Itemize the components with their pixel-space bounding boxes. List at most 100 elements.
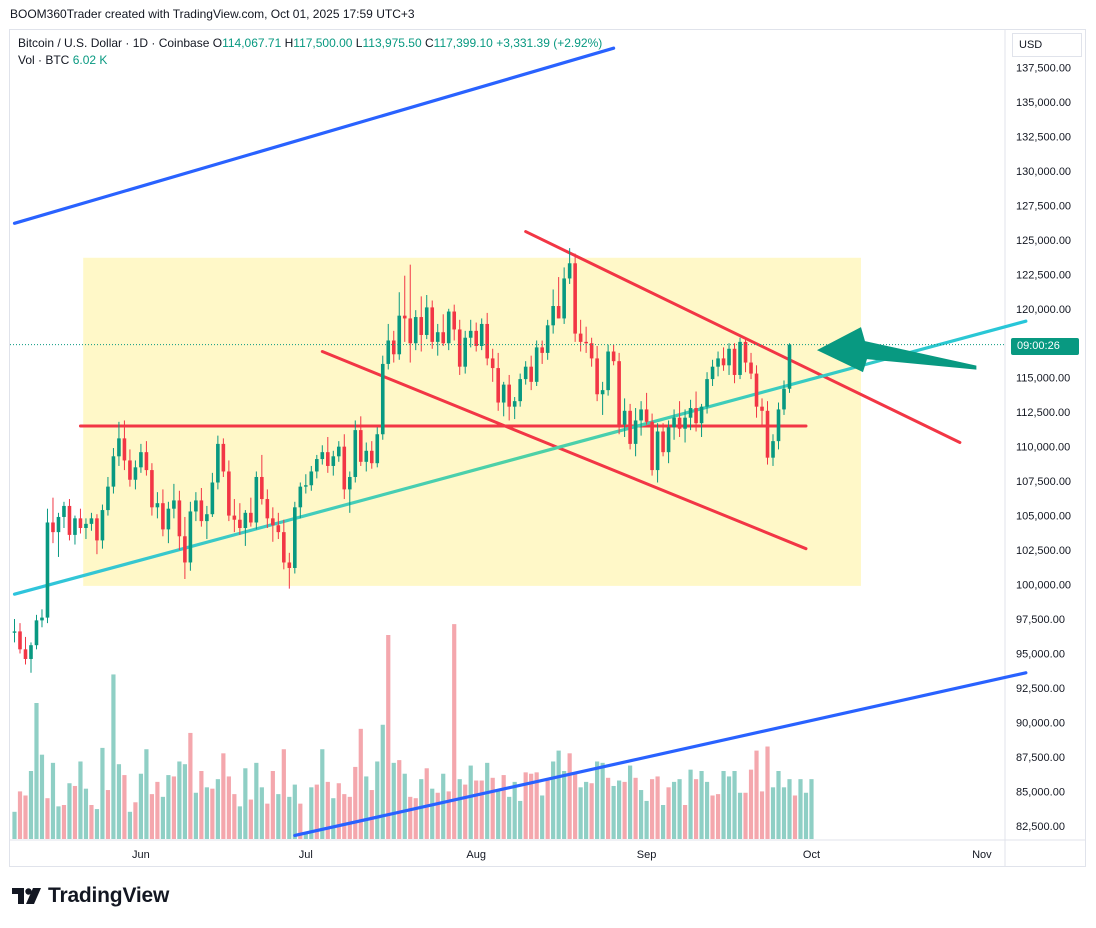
descending-lower	[320, 350, 808, 551]
volume-bar	[595, 761, 600, 839]
volume-bar	[34, 703, 39, 839]
y-tick-label: 90,000.00	[1016, 717, 1065, 729]
volume-bar	[419, 779, 424, 839]
candle	[457, 319, 462, 375]
candle	[144, 441, 149, 476]
candle-body	[51, 522, 55, 533]
volume-bar	[182, 764, 187, 839]
candle-body	[507, 384, 511, 407]
candle	[12, 618, 17, 643]
candle-body	[578, 333, 583, 342]
candle	[441, 314, 446, 347]
volume-label[interactable]: Vol · BTC	[18, 53, 70, 67]
candle-body	[490, 358, 495, 369]
candle	[51, 497, 55, 544]
volume-bar	[303, 833, 308, 839]
volume-bar	[682, 805, 688, 839]
y-tick-label: 110,000.00	[1016, 442, 1070, 454]
candle	[749, 352, 753, 380]
candle	[78, 508, 83, 534]
candle-body	[342, 446, 347, 490]
candle	[34, 614, 39, 650]
candle	[282, 519, 286, 570]
tradingview-logo[interactable]: TradingView	[12, 884, 169, 908]
candle	[534, 340, 539, 386]
candle	[397, 292, 402, 360]
candle-body	[501, 384, 506, 403]
candle-body	[73, 518, 77, 535]
volume-bar	[693, 779, 699, 839]
volume-bar	[72, 785, 78, 839]
volume-bar	[309, 787, 314, 839]
legend-volume-row: Vol · BTC 6.02 K	[18, 52, 602, 69]
candle	[111, 448, 116, 494]
volume-bar	[622, 781, 627, 839]
y-tick-label: 100,000.00	[1016, 580, 1071, 592]
candle	[765, 401, 770, 465]
volume-bar	[39, 754, 45, 839]
candle	[358, 416, 363, 466]
volume-bar	[166, 775, 171, 839]
candle-body	[628, 410, 632, 444]
volume-bar	[281, 749, 286, 839]
candle-body	[446, 311, 451, 344]
y-tick-label: 107,500.00	[1016, 476, 1071, 488]
candle-body	[298, 486, 303, 508]
x-tick-label: Jun	[132, 849, 150, 861]
volume-bar	[122, 775, 127, 839]
candle-body	[205, 514, 209, 522]
overlays	[10, 327, 1005, 373]
y-tick-label: 127,500.00	[1016, 200, 1071, 212]
volume-bar	[78, 761, 83, 839]
candle	[128, 449, 132, 487]
candle-body	[468, 330, 473, 338]
candle-body	[293, 507, 297, 568]
candle	[106, 476, 110, 516]
candle	[380, 355, 385, 440]
volume-bar	[391, 762, 396, 839]
candle	[611, 344, 616, 366]
candle-body	[782, 388, 786, 410]
range-box	[83, 257, 861, 586]
candle	[216, 435, 220, 490]
volume-bar	[479, 780, 484, 839]
time-axis: Jun Jul Aug Sep Oct Nov	[132, 849, 992, 861]
price-chart[interactable]: 137,500.00 135,000.00 132,500.00 130,000.00…	[0, 0, 1096, 880]
candle	[738, 337, 742, 380]
candle-body	[589, 343, 594, 359]
candle	[331, 450, 336, 476]
volume-bar	[803, 792, 809, 839]
candle-body	[573, 263, 577, 334]
candle-body	[600, 390, 605, 395]
volume-bar	[364, 776, 369, 839]
candle-body	[364, 450, 369, 462]
candle	[271, 507, 275, 542]
symbol-description[interactable]: Bitcoin / U.S. Dollar · 1D · Coinbase	[18, 36, 210, 50]
volume-bar	[606, 777, 611, 839]
candle-body	[710, 366, 715, 380]
volume-bar	[644, 800, 649, 839]
price-axis: 137,500.00 135,000.00 132,500.00 130,000.00…	[1016, 63, 1071, 833]
volume-bar	[792, 795, 798, 839]
tradingview-logo-text: TradingView	[48, 884, 170, 907]
volume-bar	[347, 796, 352, 839]
candle	[628, 403, 632, 450]
volume-bar	[243, 768, 248, 839]
candle-body	[56, 516, 61, 533]
candle	[776, 402, 781, 450]
candle	[117, 421, 121, 466]
candle-body	[661, 431, 665, 453]
candle-body	[787, 344, 792, 389]
candle-body	[62, 505, 66, 517]
volume-bar	[633, 777, 638, 839]
volume-bar	[441, 773, 446, 839]
volume-bar	[320, 749, 325, 839]
volume-bar	[89, 805, 94, 839]
candle	[419, 296, 424, 352]
volume-bar	[726, 776, 732, 839]
volume-bar	[737, 792, 743, 839]
volume-bar	[562, 771, 567, 839]
volume-bar	[638, 790, 644, 839]
currency-selector[interactable]: USD	[1012, 33, 1082, 57]
volume-bar	[237, 806, 242, 839]
